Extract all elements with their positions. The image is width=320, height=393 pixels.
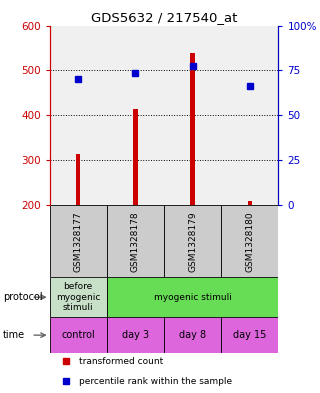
Bar (107, 205, 164, 277)
Bar (107, 277, 278, 317)
Bar (107, 317, 164, 353)
Bar (164, 205, 221, 277)
Bar (50, 277, 107, 317)
Text: percentile rank within the sample: percentile rank within the sample (79, 376, 232, 386)
Text: time: time (3, 330, 25, 340)
Text: before
myogenic
stimuli: before myogenic stimuli (56, 282, 100, 312)
Text: control: control (61, 330, 95, 340)
Title: GDS5632 / 217540_at: GDS5632 / 217540_at (91, 11, 237, 24)
Text: myogenic stimuli: myogenic stimuli (154, 293, 232, 302)
Text: GSM1328178: GSM1328178 (131, 211, 140, 272)
Bar (190, 53, 195, 205)
Bar (221, 205, 278, 277)
Text: GSM1328179: GSM1328179 (188, 211, 197, 272)
Bar (76, 154, 81, 205)
Bar (247, 201, 252, 205)
Bar (133, 109, 138, 205)
Bar (221, 317, 278, 353)
Bar (50, 317, 107, 353)
Text: transformed count: transformed count (79, 356, 164, 365)
Text: day 15: day 15 (233, 330, 267, 340)
Bar (164, 317, 221, 353)
Text: GSM1328180: GSM1328180 (245, 211, 254, 272)
Text: protocol: protocol (3, 292, 43, 302)
Text: GSM1328177: GSM1328177 (74, 211, 83, 272)
Text: day 8: day 8 (179, 330, 206, 340)
Bar (50, 205, 107, 277)
Text: day 3: day 3 (122, 330, 149, 340)
